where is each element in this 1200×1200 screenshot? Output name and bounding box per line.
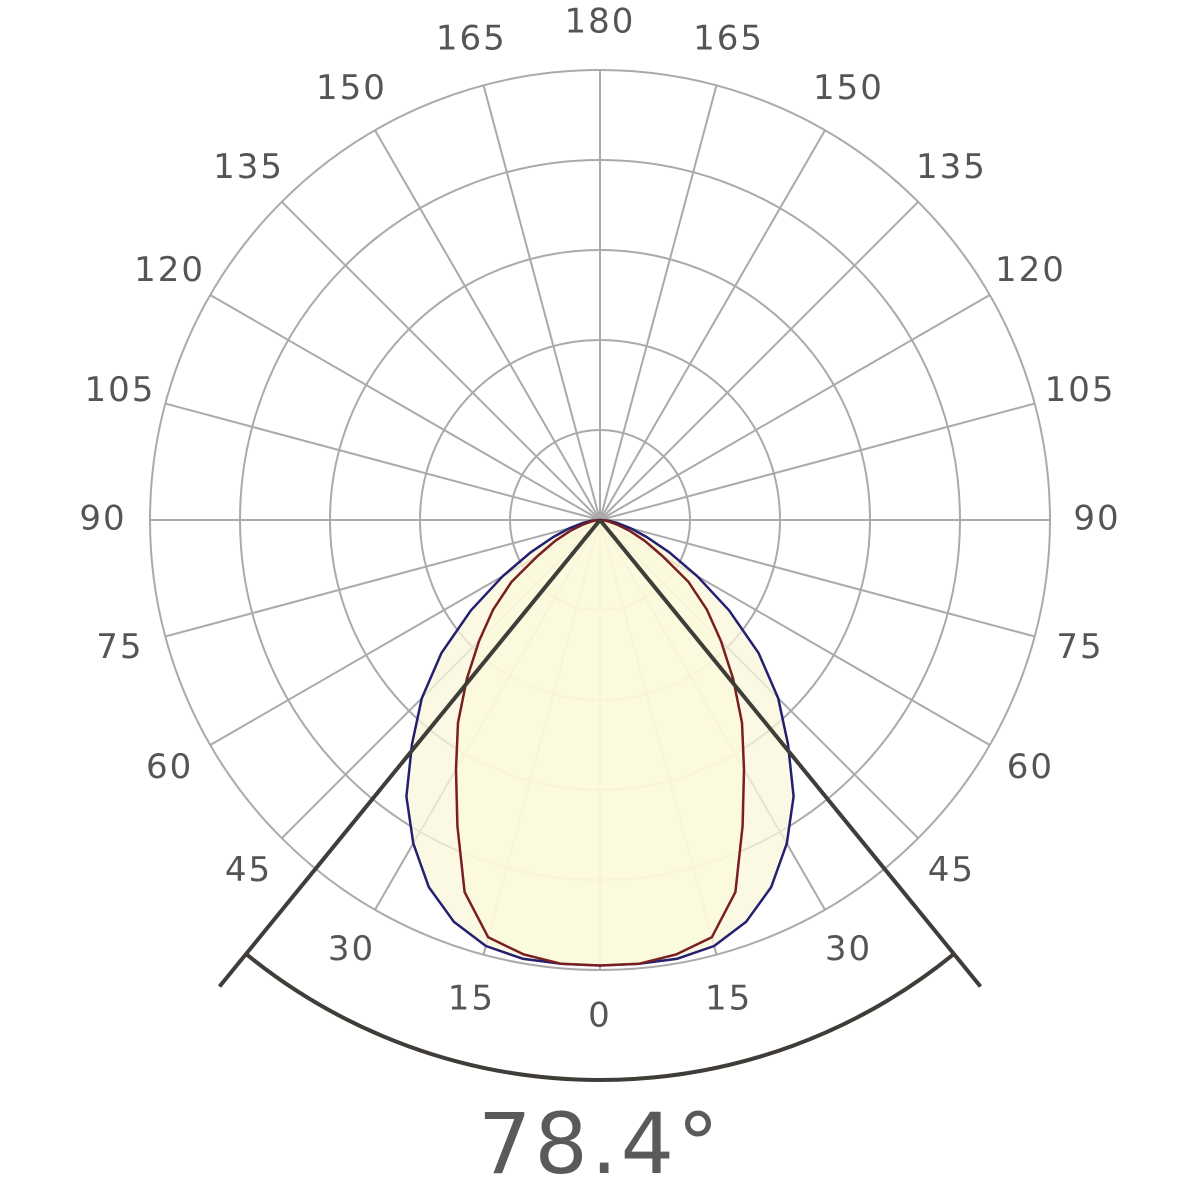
angle-tick-label: 120 [134,250,205,290]
grid-spoke [209,294,601,521]
angle-tick-label: 60 [146,747,193,787]
angle-tick-label: 75 [1056,627,1103,667]
angle-tick-label: 15 [448,979,495,1019]
angle-tick-label: 30 [328,929,375,969]
grid-spoke [599,519,1035,638]
grid-spoke [281,201,601,521]
intensity-curve [454,518,746,967]
grid-spoke [482,85,601,521]
beam-arc [244,952,956,1082]
angle-tick-label: 165 [436,18,507,58]
beam-angle-label: 78.4° [478,1095,722,1193]
angle-tick-label: 180 [565,2,636,42]
angle-tick-label: 0 [588,996,612,1036]
angle-tick-label: 45 [928,850,975,890]
angle-tick-label: 150 [316,68,387,108]
grid-spoke [599,129,826,521]
angle-tick-label: 75 [96,627,143,667]
intensity-fill [456,520,744,966]
angle-tick-label: 15 [705,979,752,1019]
labels: 0 15 15 30 30 45 45 60 60 75 75 90 90 105 105 120 120 135… [79,2,1120,1193]
angle-tick-label: 90 [1073,499,1120,539]
curves [405,518,795,967]
grid-spoke [599,85,718,521]
angle-tick-label: 105 [1045,370,1116,410]
beam-line [217,518,602,988]
grid-spoke [165,519,601,638]
angle-tick-label: 90 [79,499,126,539]
angle-tick-label: 45 [225,850,272,890]
angle-tick-label: 135 [916,147,987,187]
grid-spoke [599,402,1035,521]
angle-tick-label: 60 [1007,747,1054,787]
grid-spoke [165,402,601,521]
grid-spoke [374,129,601,521]
angle-tick-label: 120 [995,250,1066,290]
angle-tick-label: 105 [84,370,155,410]
beam-line [598,518,983,988]
angle-tick-label: 30 [825,929,872,969]
angle-tick-label: 135 [213,147,284,187]
angle-tick-label: 150 [813,68,884,108]
grid-spoke [599,201,919,521]
angle-tick-label: 165 [693,18,764,58]
grid-spoke [599,294,991,521]
